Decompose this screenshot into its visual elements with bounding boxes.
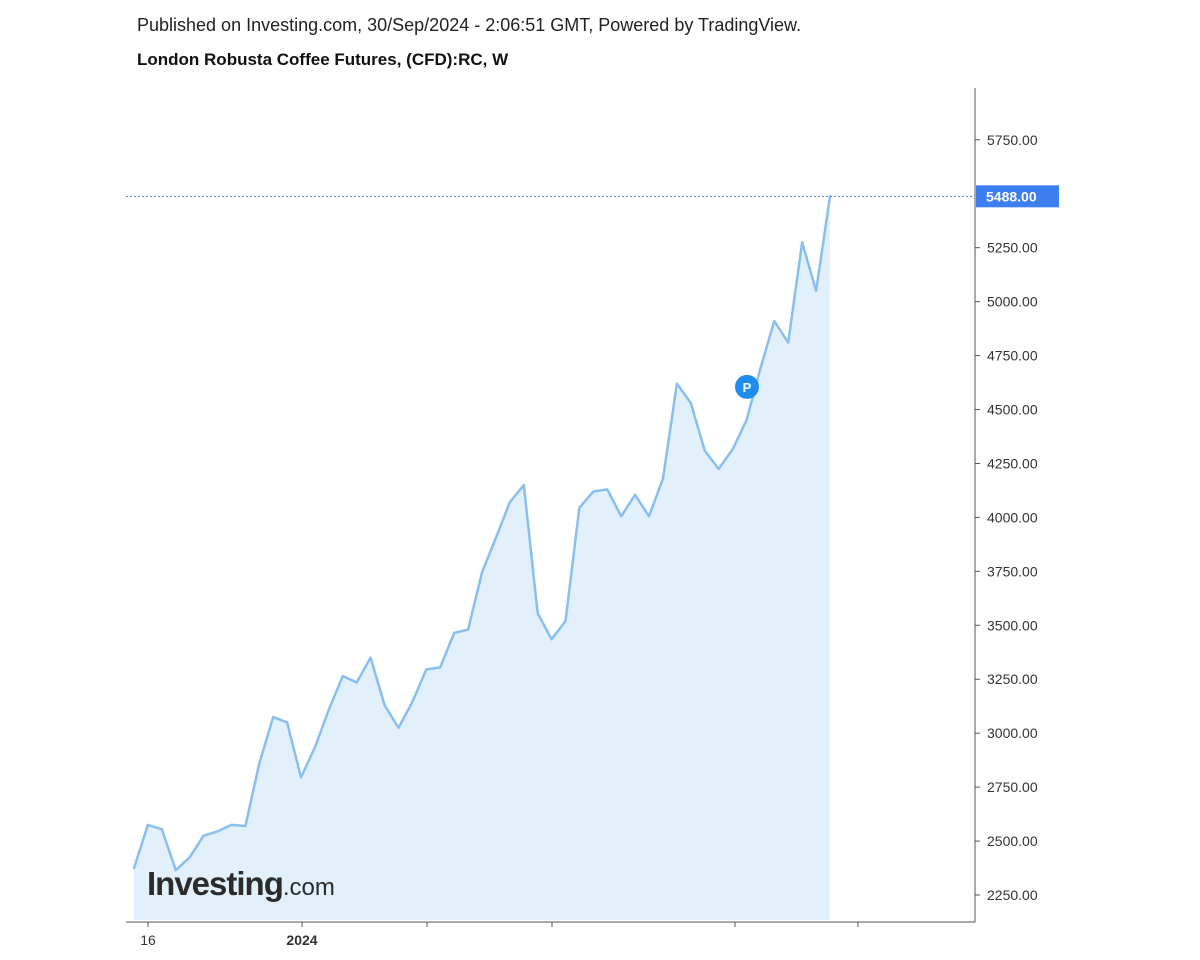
x-tick-label: 2024	[286, 932, 317, 948]
y-tick-label: 2500.00	[987, 833, 1038, 849]
y-tick-label: 3000.00	[987, 725, 1038, 741]
x-axis-ticks: 16 2024	[140, 922, 859, 948]
y-tick-label: 4250.00	[987, 455, 1038, 471]
published-info: Published on Investing.com, 30/Sep/2024 …	[137, 15, 802, 35]
last-price-label: 5488.00	[986, 188, 1037, 204]
y-tick-label: 4000.00	[987, 509, 1038, 525]
last-price-tag-background	[976, 185, 1059, 208]
pivot-marker-circle[interactable]	[735, 374, 759, 399]
y-tick-label: 3750.00	[987, 563, 1038, 579]
y-tick-label: 5000.00	[987, 294, 1038, 310]
y-tick-label: 2250.00	[987, 887, 1038, 903]
y-tick-label: 4500.00	[987, 402, 1038, 418]
y-tick-label: 5250.00	[987, 240, 1038, 256]
chart-title: London Robusta Coffee Futures, (CFD):RC,…	[137, 50, 509, 69]
pivot-marker-label[interactable]: P	[743, 380, 752, 395]
y-axis-ticks: 2250.00 2500.00 2750.00 3000.00 3250.00 3500.…	[975, 132, 1038, 903]
svg-text:Investing.com: Investing.com	[147, 865, 335, 902]
x-tick-label: 16	[140, 932, 156, 948]
price-area-fill	[134, 196, 830, 921]
y-tick-label: 5750.00	[987, 132, 1038, 148]
price-series-line	[132, 195, 832, 872]
logo-suffix: .com	[283, 874, 335, 901]
y-tick-label: 3500.00	[987, 617, 1038, 633]
y-tick-label: 4750.00	[987, 348, 1038, 364]
logo-name: Investing	[147, 865, 283, 902]
investing-logo: Investing.com	[147, 865, 335, 902]
last-price-tag: 5488.00	[976, 185, 1059, 208]
y-tick-label: 2750.00	[987, 779, 1038, 795]
pivot-marker[interactable]: P	[735, 374, 759, 399]
y-tick-label: 3250.00	[987, 671, 1038, 687]
